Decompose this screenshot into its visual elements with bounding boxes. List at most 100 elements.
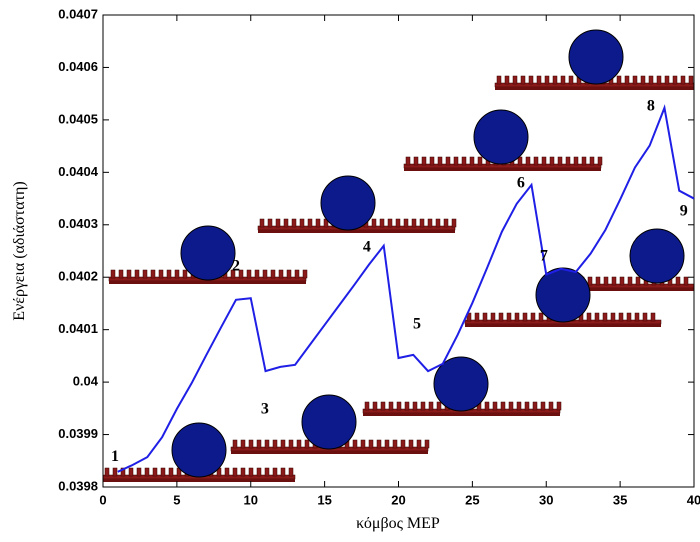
- rail-tooth: [657, 76, 661, 84]
- rail-tooth: [249, 468, 253, 476]
- rail-tooth: [388, 219, 392, 227]
- rail-tooth: [151, 270, 155, 278]
- rail-tooth: [273, 468, 277, 476]
- rail-tooth: [497, 76, 501, 84]
- y-tick-label: 0.0398: [58, 478, 98, 493]
- rail-tooth: [507, 313, 511, 321]
- y-tick-label: 0.0403: [58, 216, 98, 231]
- annotation: 9: [680, 202, 688, 219]
- rail-tooth: [276, 219, 280, 227]
- x-tick-label: 5: [173, 492, 180, 507]
- rail-tooth: [561, 76, 565, 84]
- rail-tooth: [582, 157, 586, 165]
- rail-tooth: [537, 76, 541, 84]
- rail-tooth: [689, 76, 693, 84]
- rail-tooth: [566, 157, 570, 165]
- x-tick-label: 30: [539, 492, 553, 507]
- rail-tooth: [175, 270, 179, 278]
- rail-tooth: [619, 313, 623, 321]
- rail-tooth: [483, 313, 487, 321]
- annotation: 4: [363, 239, 371, 256]
- rail-base: [465, 324, 661, 327]
- rail-tooth: [569, 76, 573, 84]
- rail-tooth: [412, 219, 416, 227]
- rail-tooth: [268, 219, 272, 227]
- ball: [321, 176, 375, 230]
- rail-tooth: [257, 440, 261, 448]
- rail-tooth: [420, 219, 424, 227]
- rail-tooth: [169, 468, 173, 476]
- rail-tooth: [557, 402, 561, 410]
- rail-tooth: [493, 402, 497, 410]
- rail-tooth: [406, 157, 410, 165]
- rail-tooth: [273, 440, 277, 448]
- y-tick-label: 0.04: [73, 374, 99, 389]
- y-tick-label: 0.0405: [58, 111, 98, 126]
- rail-tooth: [590, 157, 594, 165]
- rail-tooth: [135, 270, 139, 278]
- rail-tooth: [574, 157, 578, 165]
- rail-tooth: [533, 402, 537, 410]
- rail-tooth: [521, 76, 525, 84]
- rail-tooth: [534, 157, 538, 165]
- rail-tooth: [588, 277, 592, 285]
- y-tick-label: 0.0407: [58, 6, 98, 21]
- rail-tooth: [225, 468, 229, 476]
- rail-tooth: [263, 270, 267, 278]
- rail-tooth: [549, 402, 553, 410]
- y-tick-label: 0.0401: [58, 321, 98, 336]
- rail-tooth: [105, 468, 109, 476]
- rail-base: [231, 451, 428, 454]
- rail-tooth: [454, 157, 458, 165]
- rail-tooth: [404, 219, 408, 227]
- rail-tooth: [501, 402, 505, 410]
- rail-tooth: [381, 402, 385, 410]
- rail-tooth: [396, 219, 400, 227]
- x-tick-label: 25: [465, 492, 479, 507]
- rail-tooth: [161, 468, 165, 476]
- annotation: 3: [261, 401, 269, 418]
- rail-tooth: [625, 76, 629, 84]
- chart: κόμβος MEP Ενέργεια (αδιάστατη) 05101520…: [0, 0, 700, 542]
- ball: [569, 30, 623, 84]
- rail-tooth: [247, 270, 251, 278]
- rail-tooth: [421, 402, 425, 410]
- rail-tooth: [393, 440, 397, 448]
- rail-base: [258, 230, 455, 233]
- rail-tooth: [452, 219, 456, 227]
- rail-tooth: [409, 440, 413, 448]
- rail-tooth: [643, 313, 647, 321]
- rail-tooth: [628, 277, 632, 285]
- ball: [474, 110, 528, 164]
- rail-tooth: [265, 440, 269, 448]
- rail-tooth: [183, 270, 187, 278]
- rail-tooth: [437, 402, 441, 410]
- annotation: 7: [540, 247, 548, 264]
- rail-tooth: [241, 440, 245, 448]
- ball: [536, 268, 590, 322]
- rail-tooth: [550, 157, 554, 165]
- rail-tooth: [649, 76, 653, 84]
- rail-tooth: [257, 468, 261, 476]
- rail-tooth: [300, 219, 304, 227]
- rail-tooth: [545, 76, 549, 84]
- rail-tooth: [271, 270, 275, 278]
- x-tick-label: 10: [244, 492, 258, 507]
- rail-tooth: [531, 313, 535, 321]
- rail-tooth: [684, 277, 688, 285]
- rail-base: [103, 479, 295, 482]
- rail-tooth: [604, 277, 608, 285]
- rail-tooth: [401, 440, 405, 448]
- rail-tooth: [444, 219, 448, 227]
- rail-tooth: [636, 277, 640, 285]
- rail-tooth: [397, 402, 401, 410]
- rail-tooth: [417, 440, 421, 448]
- rail-tooth: [515, 313, 519, 321]
- rail-tooth: [297, 440, 301, 448]
- rail-tooth: [627, 313, 631, 321]
- rail-tooth: [279, 270, 283, 278]
- rail-tooth: [145, 468, 149, 476]
- rail-tooth: [491, 313, 495, 321]
- rail-tooth: [529, 76, 533, 84]
- rail-tooth: [665, 76, 669, 84]
